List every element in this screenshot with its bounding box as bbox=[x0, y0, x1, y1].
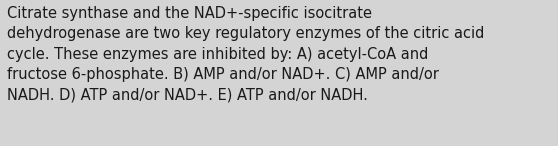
Text: Citrate synthase and the NAD+-specific isocitrate
dehydrogenase are two key regu: Citrate synthase and the NAD+-specific i… bbox=[7, 6, 485, 102]
